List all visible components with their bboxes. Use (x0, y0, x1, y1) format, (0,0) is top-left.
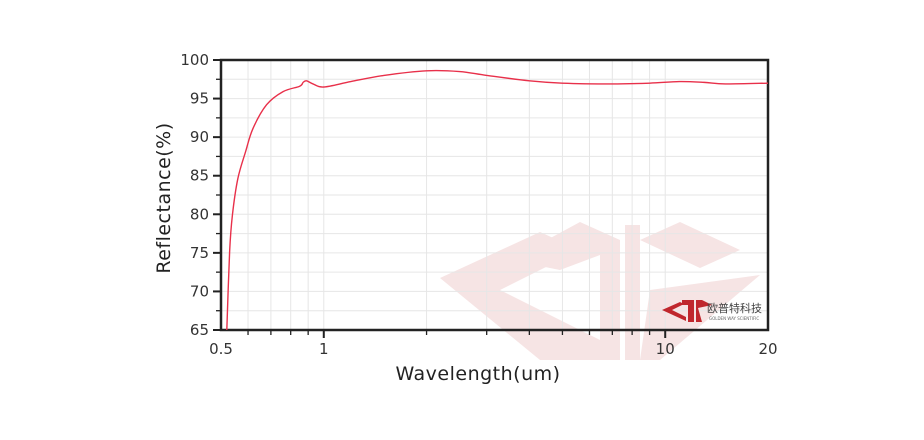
x-tick-label: 10 (656, 340, 675, 358)
reflectance-line (226, 69, 769, 331)
company-logo: 欧普特科技 GOLDEN WAY SCIENTIFIC (662, 300, 762, 322)
y-tick-label: 70 (190, 282, 209, 300)
y-tick-label: 90 (190, 128, 209, 146)
logo-mark-right (696, 300, 712, 322)
y-tick-label: 80 (190, 205, 209, 223)
y-tick-label: 95 (190, 90, 209, 108)
x-axis-label: Wavelength(um) (395, 363, 560, 385)
x-tick-label: 20 (758, 340, 777, 358)
logo-mark-left (662, 302, 686, 321)
y-tick-label: 85 (190, 167, 209, 185)
logo-text-cn: 欧普特科技 (707, 301, 762, 315)
x-tick-label: 1 (319, 340, 329, 358)
logo-text-en: GOLDEN WAY SCIENTIFIC (709, 316, 759, 321)
y-tick-label: 100 (180, 51, 209, 69)
y-axis-label: Reflectance(%) (153, 122, 175, 273)
grid (221, 59, 768, 331)
logo-mark-middle (682, 300, 694, 322)
y-tick-label: 65 (190, 321, 209, 339)
y-tick-label: 75 (190, 244, 209, 262)
x-tick-label: 0.5 (209, 340, 233, 358)
